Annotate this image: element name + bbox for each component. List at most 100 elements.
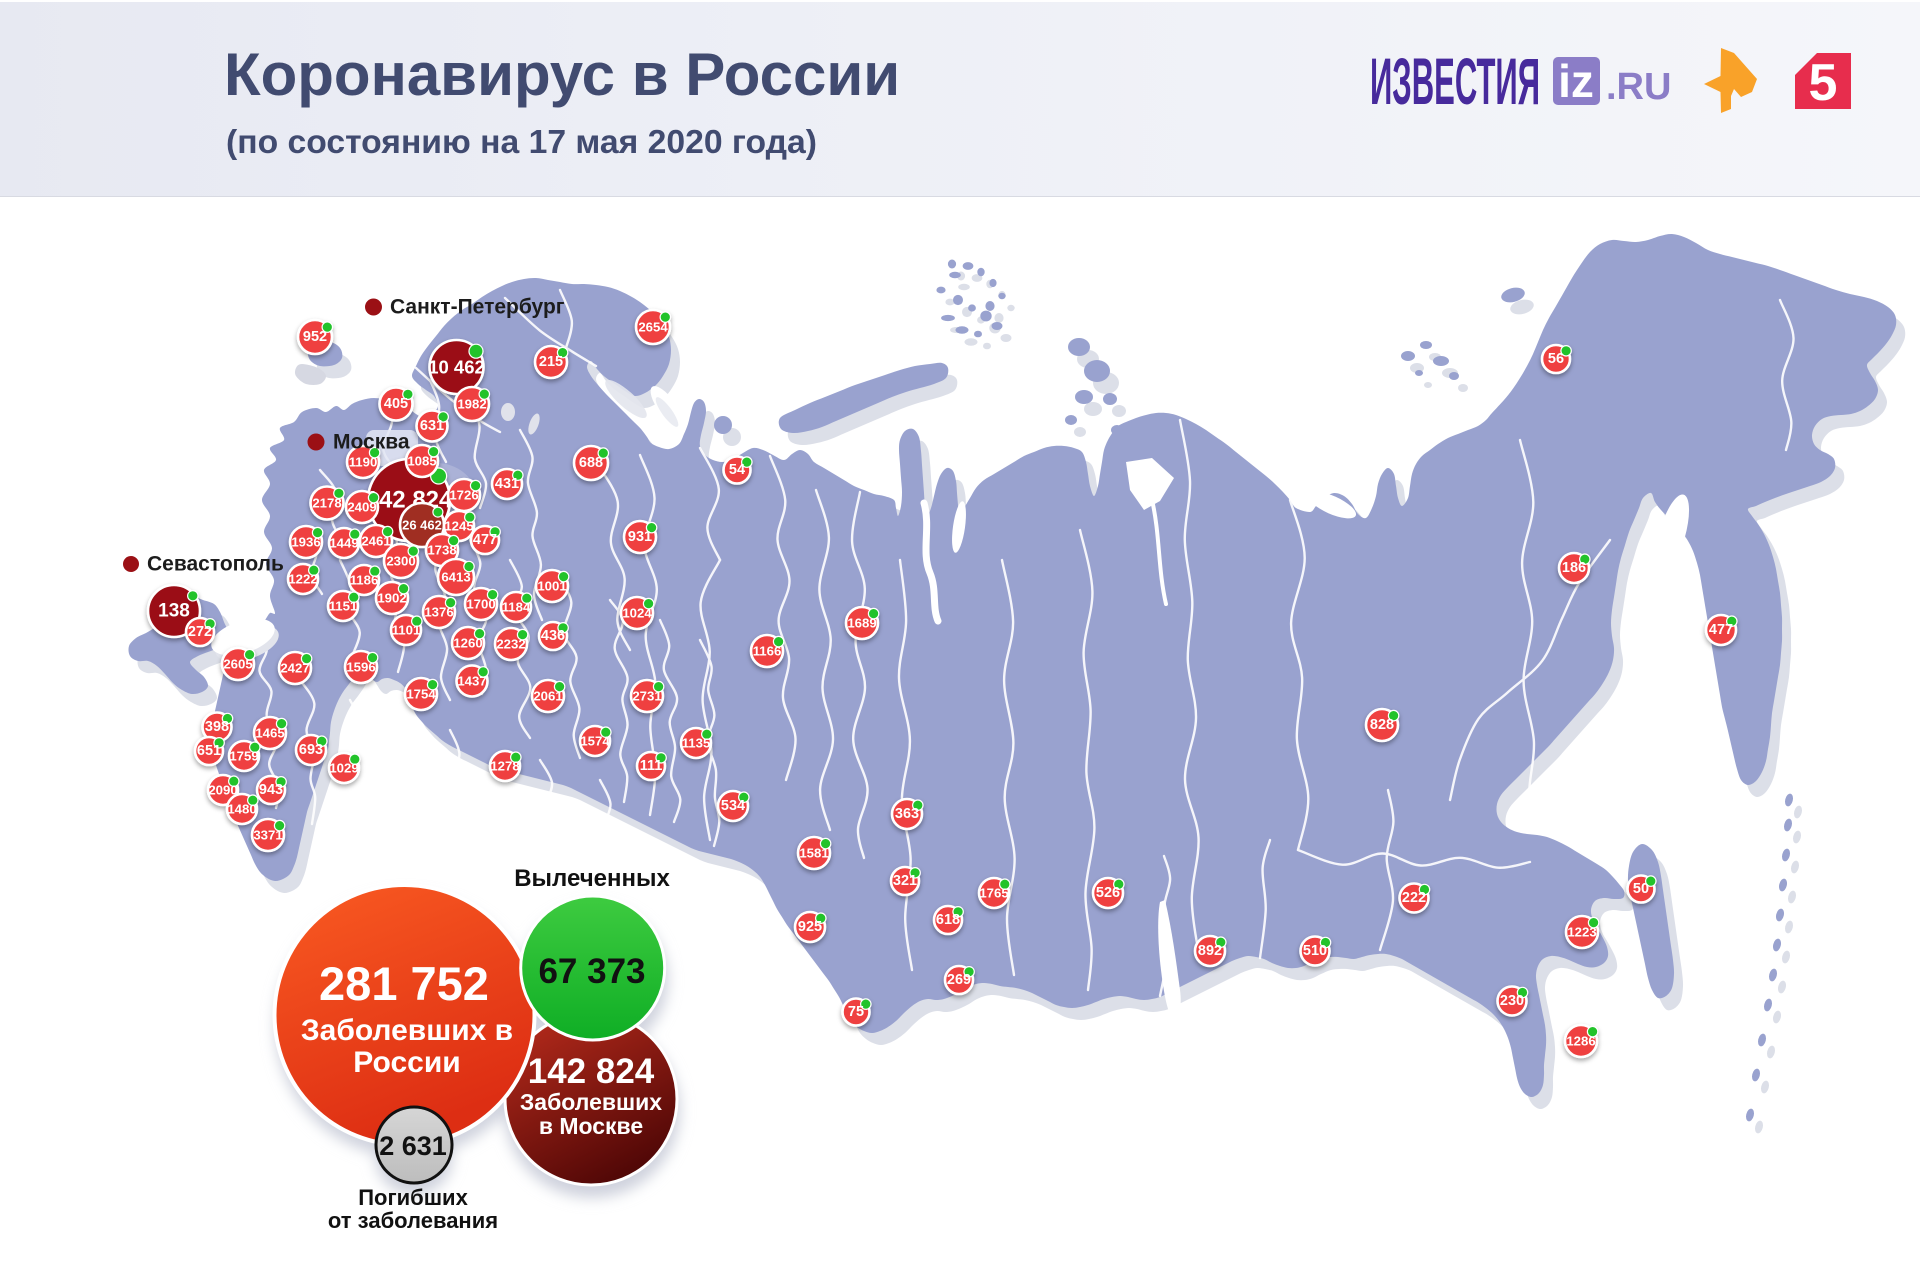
svg-text:1738: 1738 [427, 543, 456, 558]
svg-text:2090: 2090 [208, 783, 237, 798]
svg-text:1581: 1581 [799, 846, 828, 861]
svg-text:363: 363 [895, 806, 919, 822]
svg-text:Севастополь: Севастополь [147, 553, 284, 576]
svg-text:iz: iz [1558, 55, 1594, 107]
svg-text:688: 688 [579, 455, 603, 471]
svg-text:269: 269 [947, 972, 971, 988]
svg-text:26 462: 26 462 [402, 518, 442, 533]
svg-text:1222: 1222 [288, 572, 317, 587]
svg-text:281 752: 281 752 [319, 957, 489, 1010]
svg-text:1465: 1465 [255, 726, 284, 741]
svg-text:1223: 1223 [1567, 925, 1596, 940]
svg-text:75: 75 [848, 1004, 864, 1020]
svg-text:943: 943 [259, 782, 283, 798]
svg-text:828: 828 [1370, 717, 1394, 733]
svg-text:651: 651 [197, 743, 221, 759]
svg-text:477: 477 [473, 532, 497, 548]
svg-text:1029: 1029 [329, 761, 358, 776]
svg-text:2300: 2300 [386, 554, 415, 569]
svg-text:1151: 1151 [329, 599, 358, 614]
svg-text:321: 321 [893, 873, 917, 889]
svg-text:931: 931 [628, 529, 652, 545]
svg-text:892: 892 [1198, 943, 1222, 959]
svg-text:1085: 1085 [407, 454, 436, 469]
svg-text:1759: 1759 [229, 749, 258, 764]
svg-text:2427: 2427 [280, 661, 309, 676]
svg-text:1376: 1376 [424, 605, 453, 620]
svg-text:1574: 1574 [580, 734, 610, 749]
svg-text:Заболевших: Заболевших [520, 1089, 662, 1115]
svg-text:230: 230 [1500, 993, 1524, 1009]
svg-text:436: 436 [541, 628, 565, 644]
svg-text:431: 431 [495, 476, 519, 492]
svg-text:2461: 2461 [361, 534, 390, 549]
svg-text:1101: 1101 [392, 623, 421, 638]
svg-text:2061: 2061 [533, 689, 562, 704]
svg-text:1480: 1480 [227, 802, 256, 817]
svg-text:398: 398 [205, 719, 229, 735]
svg-text:1190: 1190 [349, 455, 378, 470]
svg-text:Погибших: Погибших [358, 1185, 468, 1210]
svg-text:.RU: .RU [1606, 66, 1671, 108]
svg-text:2178: 2178 [312, 496, 341, 511]
svg-text:272: 272 [188, 624, 212, 640]
svg-text:186: 186 [1562, 560, 1586, 576]
svg-text:1024: 1024 [622, 606, 652, 621]
svg-text:1437: 1437 [457, 674, 486, 689]
svg-text:1726: 1726 [449, 488, 478, 503]
svg-text:631: 631 [420, 418, 444, 434]
svg-text:в Москве: в Москве [539, 1113, 643, 1139]
svg-text:142 824: 142 824 [528, 1052, 655, 1091]
svg-text:405: 405 [384, 396, 408, 412]
svg-text:925: 925 [798, 919, 822, 935]
svg-text:1186: 1186 [350, 573, 379, 588]
svg-text:1260: 1260 [453, 636, 482, 651]
svg-text:3371: 3371 [253, 828, 282, 843]
svg-text:5: 5 [1809, 54, 1838, 112]
svg-text:693: 693 [299, 742, 323, 758]
svg-text:ИЗВЕСТИЯ: ИЗВЕСТИЯ [1370, 44, 1540, 118]
svg-text:1286: 1286 [1566, 1034, 1595, 1049]
svg-text:215: 215 [539, 354, 563, 370]
svg-text:1449: 1449 [329, 536, 358, 551]
svg-text:Москва: Москва [333, 431, 410, 454]
svg-text:1245: 1245 [444, 519, 473, 534]
svg-text:2 631: 2 631 [379, 1131, 447, 1161]
svg-text:1184: 1184 [502, 600, 531, 615]
svg-text:1982: 1982 [457, 397, 486, 412]
svg-text:от заболевания: от заболевания [328, 1208, 498, 1233]
svg-text:477: 477 [1709, 622, 1733, 638]
svg-text:Санкт-Петербург: Санкт-Петербург [390, 296, 565, 319]
svg-text:2409: 2409 [347, 500, 376, 515]
svg-text:526: 526 [1096, 885, 1120, 901]
svg-text:Вылеченных: Вылеченных [514, 865, 670, 892]
svg-text:1765: 1765 [979, 886, 1008, 901]
svg-text:2654: 2654 [638, 320, 668, 335]
svg-text:6413: 6413 [441, 570, 470, 585]
svg-text:1754: 1754 [406, 687, 436, 702]
svg-text:1700: 1700 [466, 597, 495, 612]
svg-text:67 373: 67 373 [538, 952, 645, 991]
svg-text:534: 534 [721, 798, 745, 814]
svg-text:10 462: 10 462 [428, 357, 485, 378]
svg-text:1596: 1596 [346, 660, 375, 675]
svg-text:1689: 1689 [847, 616, 876, 631]
svg-text:1166: 1166 [753, 644, 782, 659]
svg-text:1278: 1278 [490, 759, 519, 774]
svg-text:1001: 1001 [537, 579, 566, 594]
svg-text:54: 54 [729, 462, 745, 478]
svg-text:952: 952 [303, 329, 327, 345]
svg-text:2232: 2232 [496, 637, 525, 652]
svg-text:2731: 2731 [632, 689, 661, 704]
svg-text:56: 56 [1548, 351, 1564, 367]
svg-text:510: 510 [1303, 943, 1327, 959]
svg-text:1902: 1902 [377, 591, 406, 606]
svg-text:618: 618 [936, 912, 960, 928]
svg-text:222: 222 [1402, 890, 1426, 906]
svg-text:1936: 1936 [291, 535, 320, 550]
svg-text:138: 138 [158, 601, 190, 622]
svg-text:2605: 2605 [223, 657, 252, 672]
svg-text:111: 111 [640, 758, 663, 774]
svg-text:50: 50 [1633, 881, 1649, 897]
svg-text:1135: 1135 [682, 736, 711, 751]
